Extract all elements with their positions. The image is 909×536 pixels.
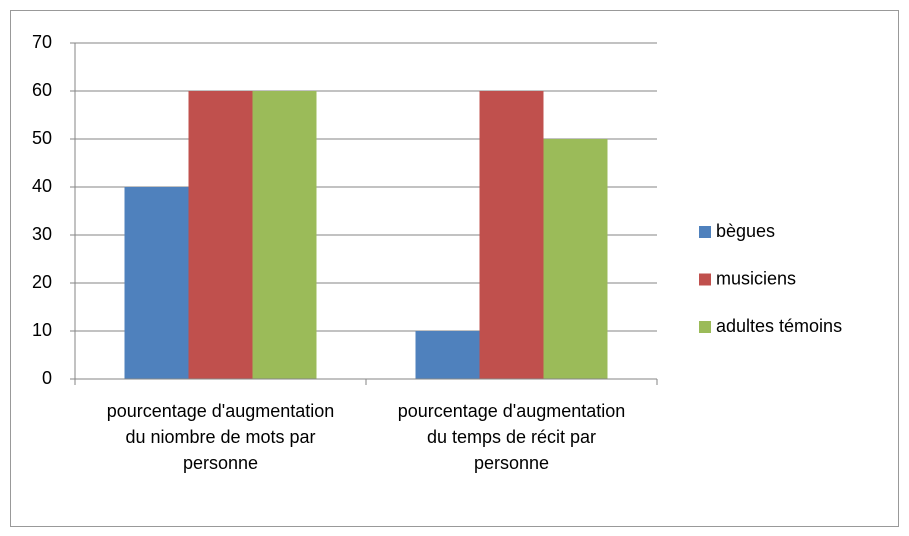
x-tick-label: pourcentage d'augmentation du niombre de…	[106, 401, 335, 473]
bar	[415, 331, 480, 379]
y-tick-label: 0	[42, 368, 52, 388]
y-tick-label: 60	[32, 80, 52, 100]
legend-label: bègues	[716, 221, 775, 241]
legend-swatch	[699, 226, 711, 238]
legend-label: adultes témoins	[716, 316, 842, 336]
y-tick-label: 30	[32, 224, 52, 244]
legend-swatch	[699, 321, 711, 333]
bar	[188, 91, 253, 379]
x-tick-label: pourcentage d'augmentation du temps de r…	[397, 401, 626, 473]
legend-label: musiciens	[716, 268, 796, 288]
bar	[252, 91, 317, 379]
y-tick-label: 10	[32, 320, 52, 340]
bar	[543, 139, 608, 379]
y-tick-label: 20	[32, 272, 52, 292]
y-tick-label: 50	[32, 128, 52, 148]
legend-swatch	[699, 273, 711, 286]
bar	[479, 91, 544, 379]
bar	[124, 187, 189, 379]
y-tick-label: 70	[32, 32, 52, 52]
y-tick-label: 40	[32, 176, 52, 196]
